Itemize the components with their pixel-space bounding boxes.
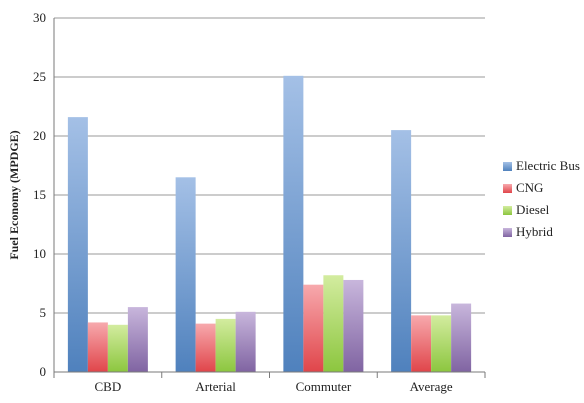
bar-electric-bus-average [391,130,412,372]
y-tick-label: 10 [33,246,46,261]
bar-hybrid-commuter [343,279,364,372]
bar-diesel-cbd [107,324,128,372]
x-tick-label: CBD [95,379,122,394]
y-tick-label: 30 [33,10,46,25]
x-tick-label: Arterial [195,379,236,394]
axes: 0 5 10 15 20 25 30 CBD Arterial Commuter Average [33,10,486,394]
bar-cng-average [411,315,432,372]
legend-swatch [503,228,512,237]
bar-diesel-average [431,315,452,372]
bar-cng-arterial [195,323,216,372]
y-tick-label: 5 [40,305,47,320]
bar-hybrid-arterial [235,311,256,372]
y-tick-label: 25 [33,69,46,84]
legend-label: Electric Bus [516,158,580,173]
legend-swatch [503,184,512,193]
legend-label: CNG [516,180,543,195]
bar-hybrid-average [451,303,472,372]
legend-swatch [503,206,512,215]
legend-label: Hybrid [516,224,553,239]
bar-hybrid-cbd [127,307,148,372]
legend-label: Diesel [516,202,550,217]
legend-swatch [503,162,512,171]
y-tick-label: 0 [40,364,47,379]
bar-cng-cbd [87,322,108,372]
x-tick-label: Commuter [296,379,352,394]
gridlines [54,17,485,373]
bar-electric-bus-commuter [283,75,304,372]
bars [67,75,472,373]
bar-diesel-commuter [323,275,344,372]
bar-diesel-arterial [215,318,236,372]
bar-electric-bus-cbd [67,117,88,373]
bar-cng-commuter [303,284,324,372]
legend: Electric Bus CNG Diesel Hybrid [503,158,580,239]
x-tick-label: Average [410,379,453,394]
y-tick-label: 20 [33,128,46,143]
bar-electric-bus-arterial [175,177,196,372]
y-tick-label: 15 [33,187,46,202]
y-axis-title: Fuel Economy (MPDGE) [7,130,21,259]
